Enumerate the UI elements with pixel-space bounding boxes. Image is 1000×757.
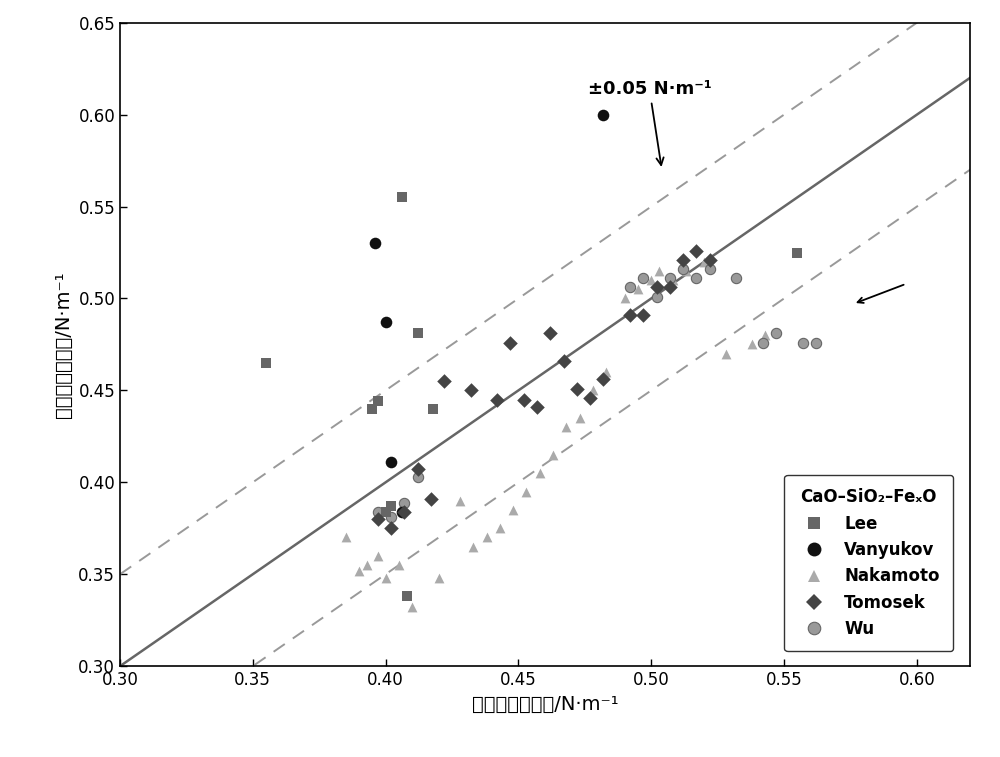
Wu <box>795 337 811 349</box>
Tomosek <box>463 385 479 397</box>
Wu <box>635 273 651 285</box>
Tomosek <box>635 309 651 321</box>
Nakamoto <box>465 540 481 553</box>
Lee <box>258 357 274 369</box>
Lee <box>378 506 394 518</box>
Nakamoto <box>744 338 760 350</box>
Vanyukov <box>367 237 383 249</box>
Tomosek <box>423 493 439 505</box>
Nakamoto <box>678 265 694 277</box>
Lee <box>410 327 426 339</box>
Nakamoto <box>598 366 614 378</box>
Nakamoto <box>359 559 375 571</box>
Nakamoto <box>664 274 680 286</box>
Wu <box>662 273 678 285</box>
Tomosek <box>688 245 704 257</box>
Tomosek <box>702 254 718 266</box>
Wu <box>675 263 691 275</box>
Nakamoto <box>545 449 561 461</box>
Wu <box>396 497 412 509</box>
Wu <box>688 273 704 285</box>
Vanyukov <box>378 316 394 329</box>
Lee <box>383 500 399 512</box>
Nakamoto <box>617 292 633 304</box>
Nakamoto <box>643 274 659 286</box>
Nakamoto <box>518 485 534 497</box>
Nakamoto <box>479 531 495 544</box>
Tomosek <box>502 337 518 349</box>
Nakamoto <box>404 601 420 613</box>
Lee <box>394 192 410 204</box>
Nakamoto <box>572 412 588 424</box>
Lee <box>370 395 386 407</box>
Wu <box>755 337 771 349</box>
Tomosek <box>595 373 611 385</box>
Nakamoto <box>696 256 712 268</box>
Tomosek <box>410 463 426 475</box>
Vanyukov <box>383 456 399 468</box>
Nakamoto <box>391 559 407 571</box>
Tomosek <box>542 327 558 339</box>
Tomosek <box>649 282 665 294</box>
Nakamoto <box>505 504 521 516</box>
Wu <box>768 327 784 339</box>
Nakamoto <box>532 467 548 479</box>
Tomosek <box>622 309 638 321</box>
Wu <box>728 273 744 285</box>
Nakamoto <box>431 572 447 584</box>
Wu <box>702 263 718 275</box>
X-axis label: 表面张力测试値/N·m⁻¹: 表面张力测试値/N·m⁻¹ <box>472 695 618 714</box>
Lee <box>364 403 380 415</box>
Lee <box>789 247 805 259</box>
Nakamoto <box>378 572 394 584</box>
Wu <box>649 291 665 303</box>
Tomosek <box>489 394 505 406</box>
Nakamoto <box>585 385 601 397</box>
Tomosek <box>582 391 598 403</box>
Wu <box>622 282 638 294</box>
Lee <box>425 403 441 415</box>
Wu <box>383 511 399 523</box>
Tomosek <box>370 513 386 525</box>
Tomosek <box>569 382 585 394</box>
Nakamoto <box>757 329 773 341</box>
Tomosek <box>436 375 452 388</box>
Lee <box>399 590 415 603</box>
Y-axis label: 表面张力计算値/N·m⁻¹: 表面张力计算値/N·m⁻¹ <box>54 271 73 418</box>
Vanyukov <box>595 108 611 120</box>
Text: ±0.05 N·m⁻¹: ±0.05 N·m⁻¹ <box>588 80 711 165</box>
Tomosek <box>529 401 545 413</box>
Tomosek <box>556 355 572 367</box>
Tomosek <box>516 394 532 406</box>
Tomosek <box>675 254 691 266</box>
Nakamoto <box>452 494 468 506</box>
Tomosek <box>662 282 678 294</box>
Nakamoto <box>338 531 354 544</box>
Vanyukov <box>394 506 410 518</box>
Tomosek <box>396 506 412 518</box>
Nakamoto <box>351 565 367 577</box>
Nakamoto <box>630 283 646 295</box>
Nakamoto <box>558 421 574 433</box>
Wu <box>808 337 824 349</box>
Wu <box>370 506 386 518</box>
Nakamoto <box>492 522 508 534</box>
Nakamoto <box>370 550 386 562</box>
Nakamoto <box>651 265 667 277</box>
Nakamoto <box>718 347 734 360</box>
Wu <box>410 471 426 483</box>
Tomosek <box>383 522 399 534</box>
Legend: Lee, Vanyukov, Nakamoto, Tomosek, Wu: Lee, Vanyukov, Nakamoto, Tomosek, Wu <box>784 475 953 651</box>
